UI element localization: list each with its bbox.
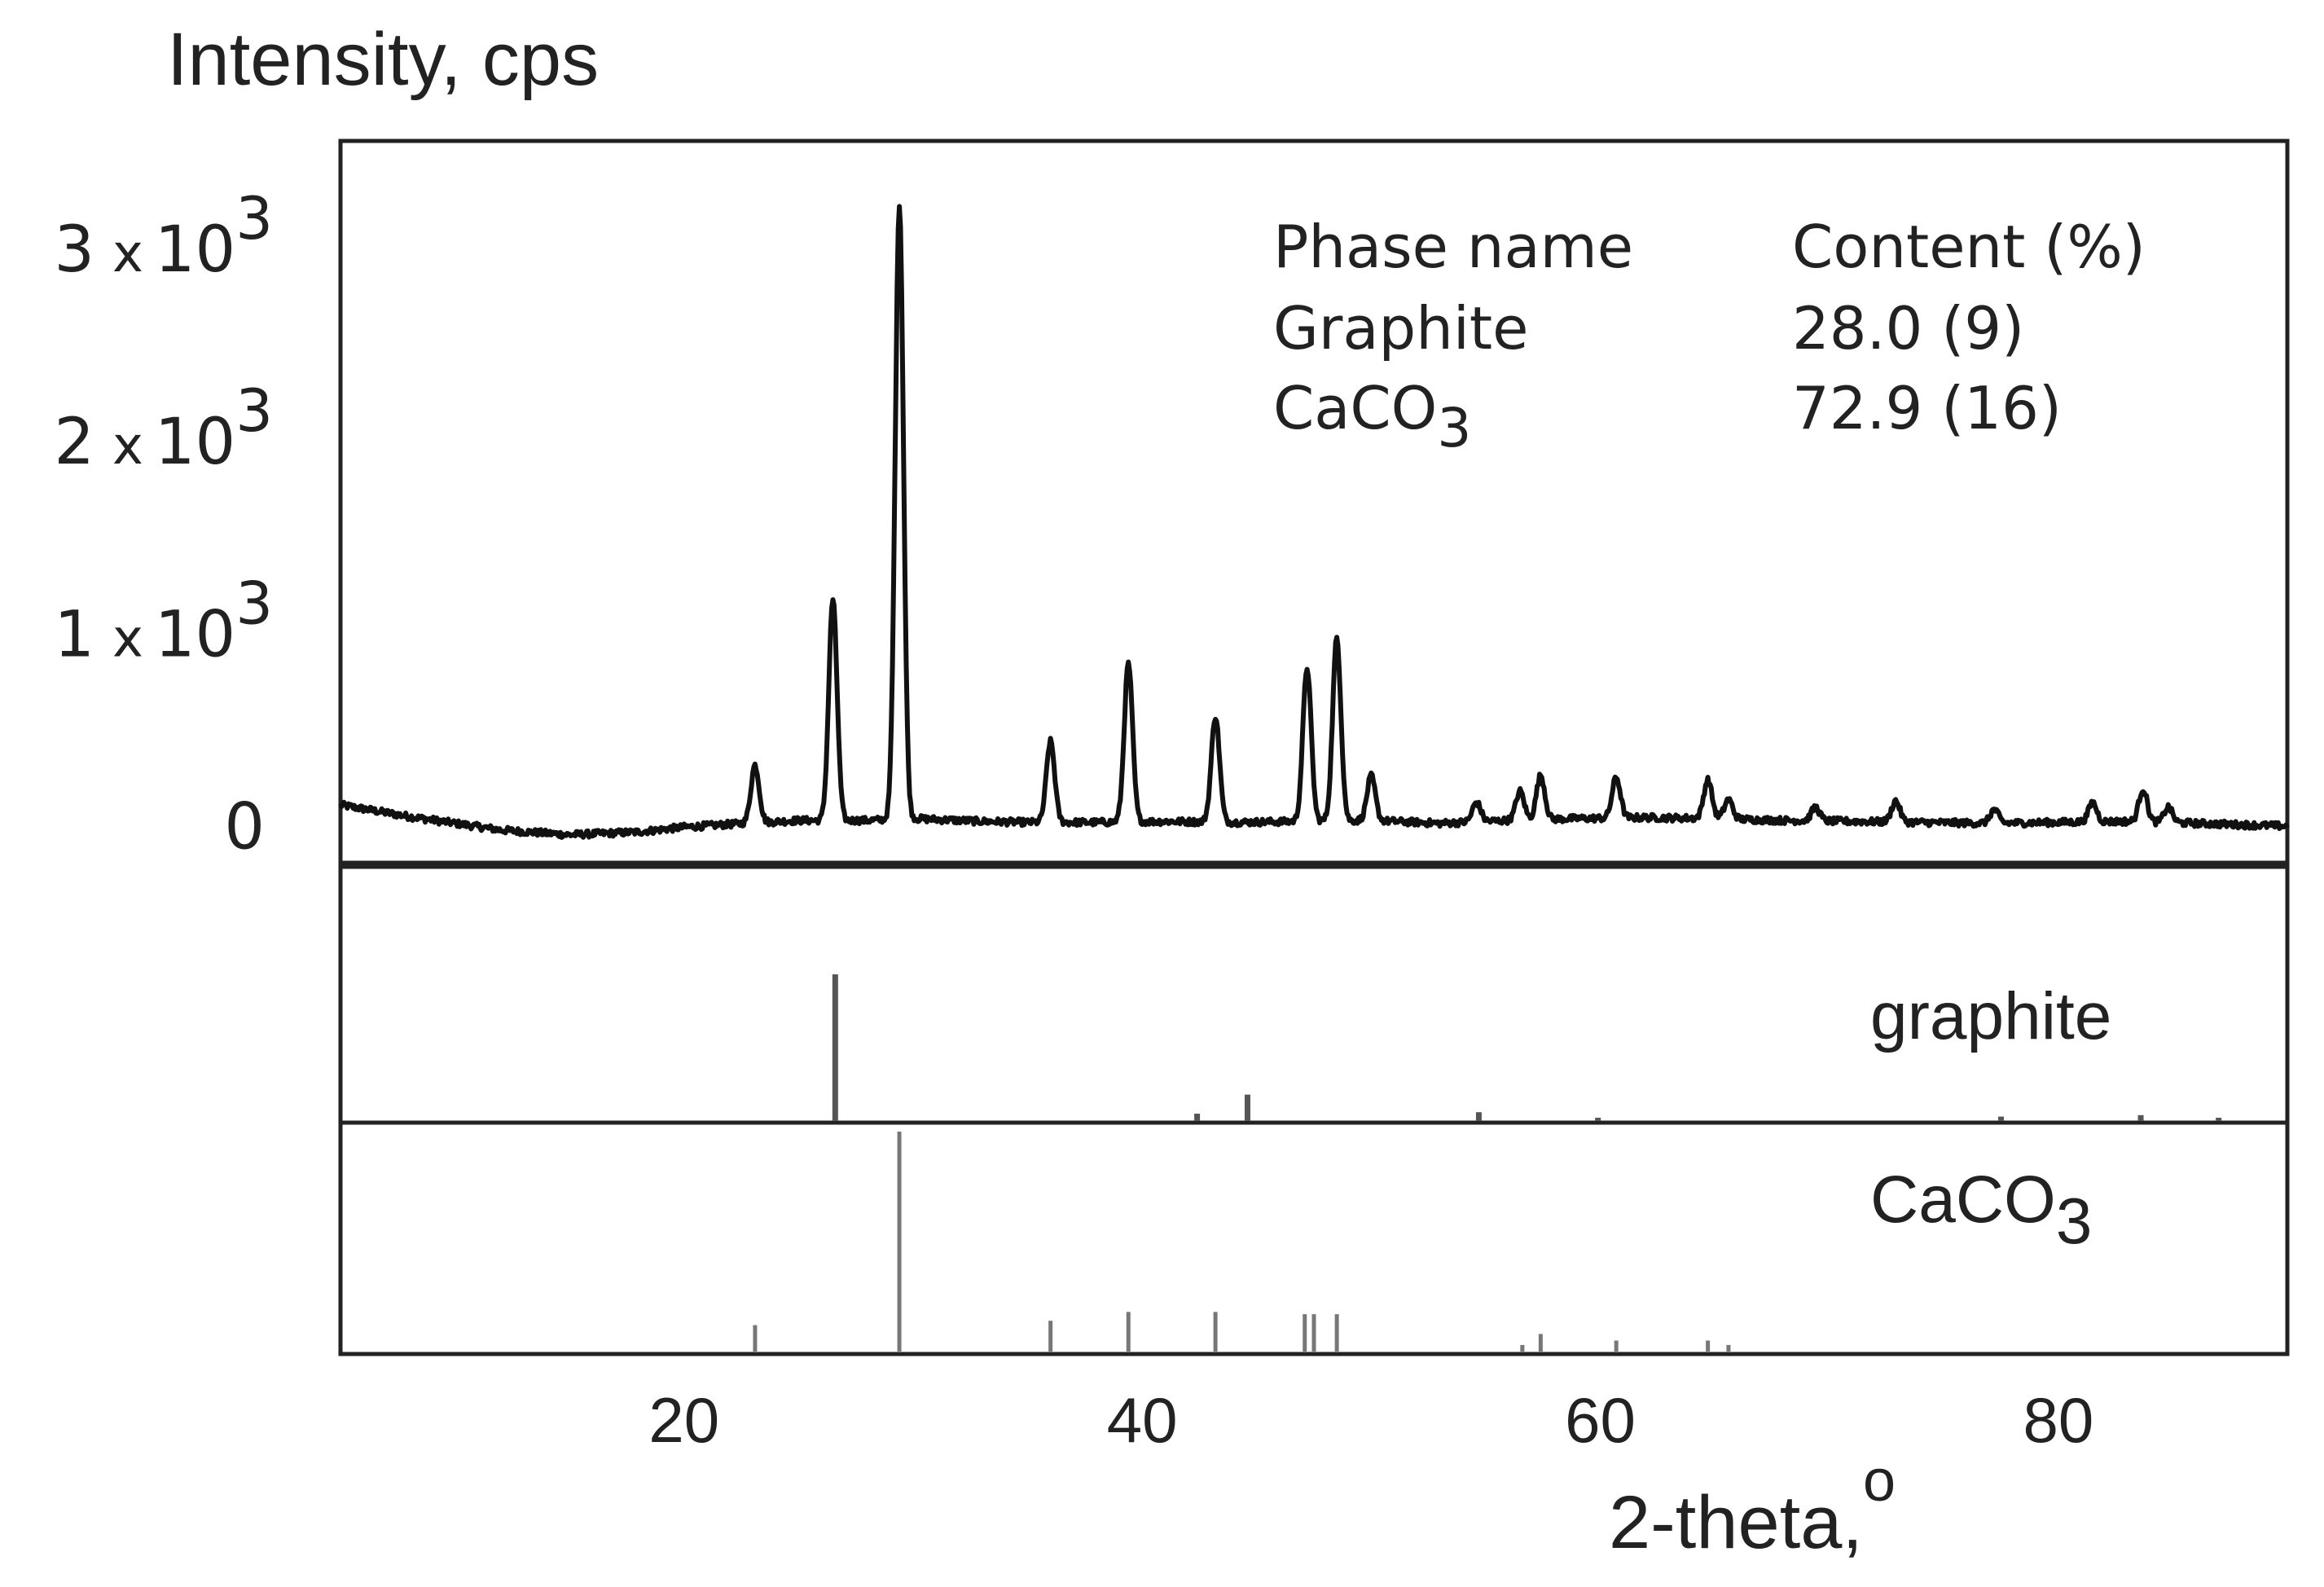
phase-name-graphite: Graphite xyxy=(1273,294,1528,363)
phase-table-header-content: Content (%) xyxy=(1792,213,2146,281)
main-panel-frame xyxy=(338,138,2290,865)
x-axis-label-degree: o xyxy=(1863,1449,1896,1514)
graphite-reference-sticks xyxy=(832,974,2222,1121)
y-tick-label: 1 x 103 xyxy=(54,569,273,671)
caco3-panel-label-subscript: 3 xyxy=(2056,1185,2093,1257)
caco3-panel-label-text: CaCO xyxy=(1870,1163,2056,1237)
caco3-reference-sticks xyxy=(753,1132,1731,1352)
caco3-panel-label: CaCO3 xyxy=(1870,1163,2092,1257)
y-tick-label: 3 x 103 xyxy=(54,184,273,287)
phase-table-header-name: Phase name xyxy=(1273,213,1633,281)
phase-content-graphite: 28.0 (9) xyxy=(1792,294,2024,363)
x-axis-label: 2-theta,o xyxy=(1609,1449,1896,1564)
phase-name-caco3: CaCO3 xyxy=(1273,374,1471,459)
y-tick-labels: 0 1 x 103 2 x 103 3 x 103 xyxy=(54,184,273,864)
phase-table: Phase name Content (%) Graphite 28.0 (9)… xyxy=(1273,213,2146,459)
phase-name-caco3-subscript: 3 xyxy=(1437,397,1471,459)
y-axis-label: Intensity, cps xyxy=(167,18,599,101)
caco3-panel-frame xyxy=(338,1120,2290,1356)
xrd-pattern-line xyxy=(338,204,2290,840)
x-tick-label: 60 xyxy=(1565,1384,1636,1456)
y-tick-label: 0 xyxy=(224,791,265,864)
graphite-panel-label-text: graphite xyxy=(1870,979,2111,1053)
y-tick-label: 2 x 103 xyxy=(54,376,273,479)
phase-content-caco3: 72.9 (16) xyxy=(1792,374,2062,442)
graphite-panel-label: graphite xyxy=(1870,979,2111,1053)
x-tick-labels: 20 40 60 80 xyxy=(648,1384,2093,1456)
x-tick-label: 20 xyxy=(648,1384,719,1456)
x-tick-label: 80 xyxy=(2023,1384,2093,1456)
x-tick-label: 40 xyxy=(1107,1384,1178,1456)
phase-name-caco3-text: CaCO xyxy=(1273,374,1437,442)
x-axis-label-text: 2-theta, xyxy=(1609,1481,1863,1564)
panel-frames xyxy=(338,138,2290,1356)
